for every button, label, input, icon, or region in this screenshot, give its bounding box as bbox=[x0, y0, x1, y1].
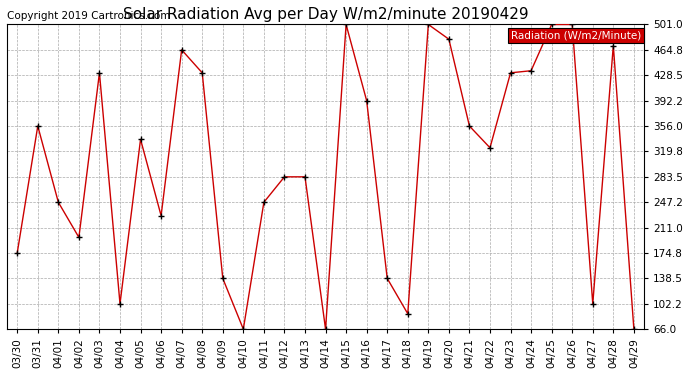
Title: Solar Radiation Avg per Day W/m2/minute 20190429: Solar Radiation Avg per Day W/m2/minute … bbox=[123, 7, 529, 22]
Text: Radiation (W/m2/Minute): Radiation (W/m2/Minute) bbox=[511, 31, 641, 40]
Text: Copyright 2019 Cartronics.com: Copyright 2019 Cartronics.com bbox=[7, 12, 170, 21]
